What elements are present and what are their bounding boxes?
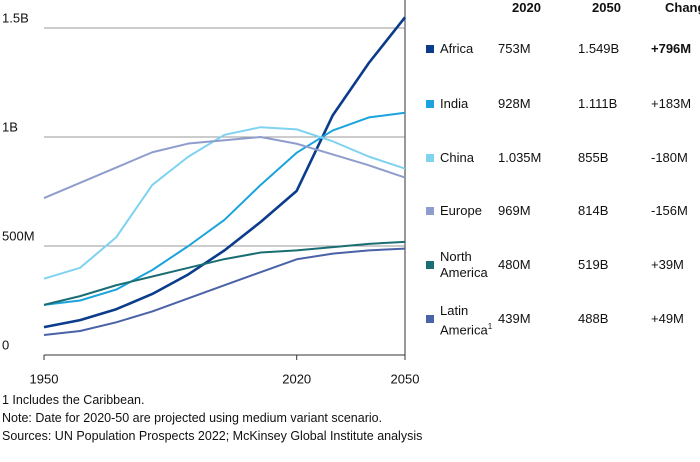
legend-swatch	[426, 207, 434, 215]
table-cell: 519B	[578, 257, 609, 272]
x-tick-label: 2050	[391, 371, 420, 386]
legend-label: India	[440, 96, 520, 112]
x-tick-label: 2020	[282, 371, 311, 386]
table-cell: 814B	[578, 203, 609, 218]
table-cell: -156M	[651, 203, 688, 218]
table-cell: 1.549B	[578, 41, 620, 56]
legend-label: Latin America1	[440, 303, 520, 338]
table-cell: 1.035M	[498, 150, 542, 165]
table-cell: 1.111B	[578, 96, 618, 111]
y-tick-label: 0	[2, 337, 9, 352]
y-tick-label: 1B	[2, 119, 18, 134]
table-header: 2020	[512, 0, 541, 15]
legend-name: Latin America	[440, 303, 488, 338]
table-cell: +183M	[651, 96, 692, 111]
y-tick-label: 1.5B	[2, 10, 29, 25]
table-cell: +49M	[651, 311, 684, 326]
table-cell: 969M	[498, 203, 531, 218]
table-cell: 488B	[578, 311, 609, 326]
legend-name: North America	[440, 249, 488, 280]
table-cell: +796M	[651, 41, 692, 56]
table-cell: 480M	[498, 257, 531, 272]
series-line	[43, 111, 406, 306]
legend-swatch	[426, 45, 434, 53]
table-header: Change	[665, 0, 700, 15]
legend-name: Europe	[440, 203, 482, 218]
series-line	[43, 16, 407, 329]
footnote-mark: 1	[487, 322, 493, 331]
table-cell: 855B	[578, 150, 609, 165]
legend-swatch	[426, 100, 434, 108]
series-line	[43, 247, 406, 336]
legend-name: Africa	[440, 41, 474, 56]
legend-swatch	[426, 315, 434, 323]
y-tick-label: 500M	[2, 228, 35, 243]
footnote: Sources: UN Population Prospects 2022; M…	[2, 429, 423, 443]
legend-label: Europe	[440, 203, 520, 219]
table-cell: +39M	[651, 257, 684, 272]
legend-label: North America	[440, 249, 520, 281]
legend-label: Africa	[440, 41, 520, 57]
legend-swatch	[426, 154, 434, 162]
legend-name: India	[440, 96, 469, 111]
legend-label: China	[440, 150, 520, 166]
legend-name: China	[440, 150, 474, 165]
series-line	[43, 136, 406, 199]
table-header: 2050	[592, 0, 621, 15]
series-line	[43, 240, 406, 306]
table-cell: 928M	[498, 96, 531, 111]
table-cell: -180M	[651, 150, 688, 165]
table-cell: 753M	[498, 41, 531, 56]
series-line	[43, 126, 406, 280]
footnote: Note: Date for 2020-50 are projected usi…	[2, 411, 383, 425]
footnote: 1 Includes the Caribbean.	[2, 393, 145, 407]
x-tick-label: 1950	[30, 371, 59, 386]
table-cell: 439M	[498, 311, 531, 326]
legend-swatch	[426, 261, 434, 269]
